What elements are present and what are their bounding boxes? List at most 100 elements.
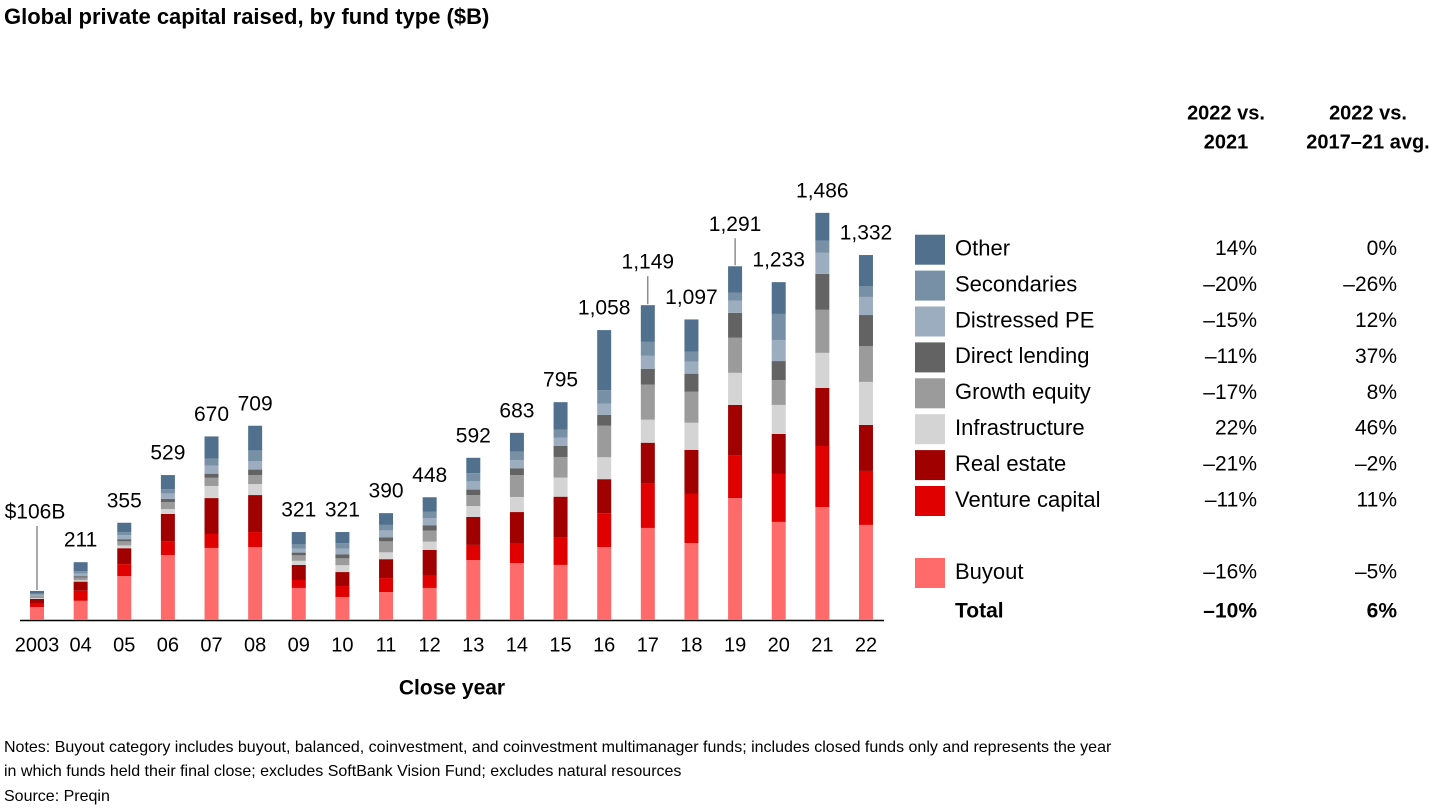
bar-segment [160,498,175,503]
bar-segment [379,578,394,593]
bar-segment [291,548,306,553]
bar-segment [204,465,219,474]
bar-segment [640,527,655,620]
table-value: 0% [1367,237,1397,260]
bar-segment [509,512,524,544]
bar-segment [771,379,786,405]
bar-segment [815,309,830,353]
bar-segment [291,587,306,620]
bar-segment [553,402,568,430]
bar-segment [204,486,219,499]
bar-segment [30,593,44,595]
bar-segment [597,547,612,620]
bar-segment [640,419,655,443]
column-header: 2022 vs. [1187,102,1265,124]
x-tick-label: 19 [724,634,746,656]
bar-segment [30,594,44,597]
bar-segment [117,576,132,620]
total-label: 1,233 [752,249,805,272]
bar-segment [291,564,306,580]
bar-segment [73,562,88,572]
bar-segment [684,449,699,494]
bar-segment [117,548,132,565]
bar-segment [466,516,481,545]
total-label: 1,486 [796,179,849,202]
bar-segment [597,403,612,415]
legend-label: Secondaries [955,271,1077,296]
bar-segment [771,339,786,362]
bar-segment [684,319,699,352]
total-label: 1,058 [578,297,631,320]
bar-segment [597,513,612,548]
legend-swatch [915,378,945,409]
legend-label: Infrastructure [955,415,1085,440]
source: Source: Preqin [4,788,110,805]
x-tick-label: 13 [462,634,484,656]
table-value: 37% [1355,345,1397,368]
bar-segment [117,541,132,546]
bar-segment [160,509,175,514]
bar-segment [640,442,655,484]
bar-segment [640,305,655,342]
bar-segment [815,387,830,447]
x-tick-label: 12 [419,634,441,656]
bar-segment [117,522,132,533]
bar-segment [160,513,175,542]
total-label: 448 [412,464,447,487]
bar-segment [291,532,306,545]
bar-segment [640,341,655,356]
legend-label: Real estate [955,451,1066,476]
x-tick-label: 11 [376,634,397,656]
bar-segment [335,532,350,544]
bar-segment [204,458,219,466]
x-tick-label: 16 [593,634,615,656]
bar-segment [466,559,481,620]
bar-segment [815,507,830,620]
bar-segment [684,351,699,362]
bar-segment [553,437,568,447]
bar-segment [204,436,219,459]
bar-segment [640,483,655,528]
bar-segment [335,586,350,597]
bar-segment [379,541,394,553]
x-tick-label: 14 [506,634,528,656]
legend-label: Distressed PE [955,307,1094,332]
bar-segment [597,390,612,404]
column-header: 2021 [1204,131,1249,153]
total-label: $106B [5,501,66,524]
x-tick-label: 15 [549,634,571,656]
bar-segment [597,479,612,514]
bar-segment [73,580,88,582]
bar-segment [728,292,743,301]
bar-segment [509,543,524,564]
total-label: 1,097 [665,286,718,309]
x-tick-label: 08 [244,634,266,656]
total-label: 1,291 [709,213,762,236]
bar-segment [422,549,437,576]
bar-segment [291,552,306,556]
x-tick-label: 21 [811,634,833,656]
bar-segment [858,346,873,382]
bar-segment [728,337,743,373]
bar-segment [858,424,873,471]
bar-segment [422,541,437,550]
bar-segment [160,493,175,499]
bar-segment [379,530,394,538]
bar-segment [553,429,568,438]
bar-segment [597,457,612,480]
table-value: –2% [1355,453,1397,476]
bar-segment [858,470,873,525]
bar-segment [379,592,394,620]
bar-segment [335,558,350,566]
bar-segment [117,539,132,542]
x-tick-label: 04 [70,634,92,656]
chart-title: Global private capital raised, by fund t… [4,4,489,29]
total-label: 390 [369,480,404,503]
bar-segment [466,506,481,517]
bar-segment [73,573,88,577]
table-value: 11% [1357,489,1397,512]
bar-segment [335,554,350,559]
bar-segment [640,355,655,369]
bar-segment [858,315,873,346]
bar-segment [248,475,263,485]
